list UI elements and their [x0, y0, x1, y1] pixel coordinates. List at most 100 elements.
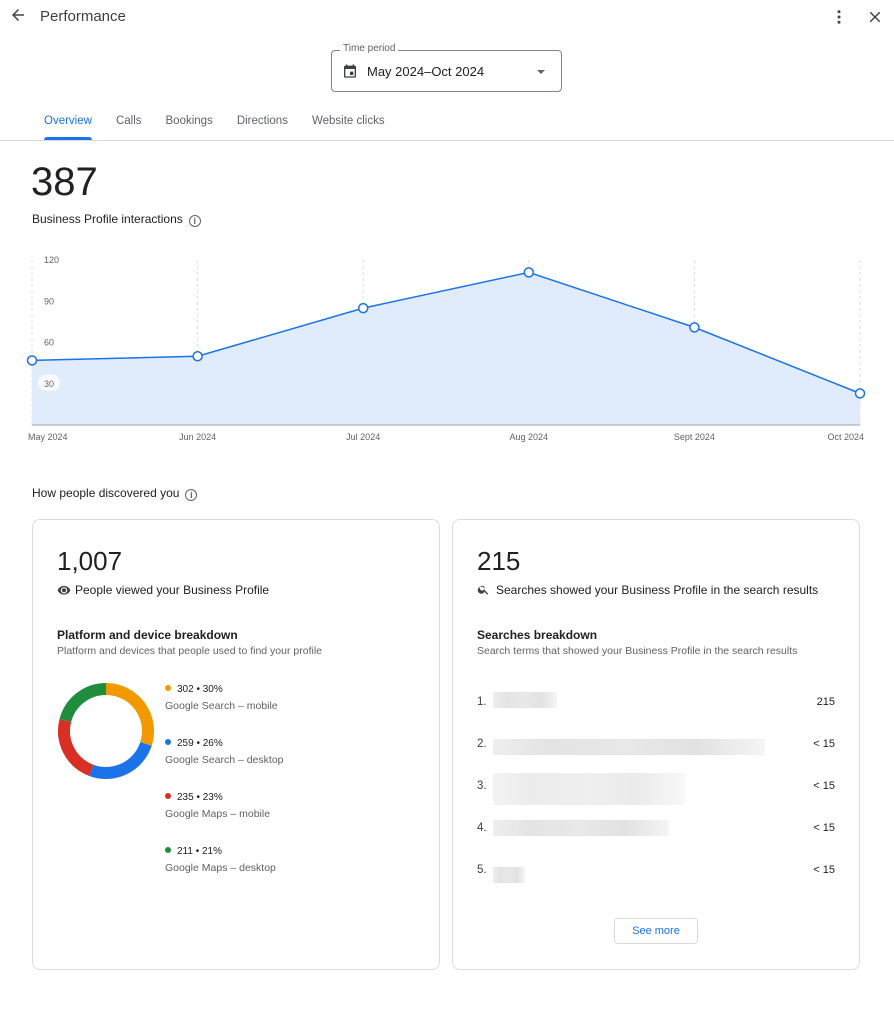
y-tick-label: 120 — [44, 255, 59, 265]
count: < 15 — [813, 738, 835, 750]
donut-segment — [58, 718, 94, 776]
info-icon[interactable]: i — [188, 215, 201, 227]
views-label: People viewed your Business Profile — [57, 583, 269, 597]
interactions-chart: May 2024 Jun 2024 Jul 2024 Aug 2024 Sept 202… — [26, 255, 866, 442]
legend-stat: 302 • 30% — [177, 684, 223, 695]
tab-calls[interactable]: Calls — [115, 115, 142, 127]
discovery-title: How people discovered you — [32, 486, 180, 500]
tab-directions[interactable]: Directions — [236, 115, 288, 127]
legend-stat: 259 • 26% — [177, 738, 223, 749]
time-period-value: May 2024–Oct 2024 — [367, 64, 485, 79]
legend-name: Google Search – mobile — [165, 700, 278, 712]
rank: 4. — [477, 822, 487, 834]
search-term-row: 2. < 15 — [477, 738, 835, 755]
legend-name: Google Search – desktop — [165, 754, 284, 766]
donut-segment — [89, 741, 152, 779]
count: < 15 — [813, 864, 835, 876]
y-tick-label: 30 — [44, 379, 54, 389]
time-period-label: Time period — [340, 43, 399, 54]
redacted-term — [493, 867, 525, 883]
more-vert-icon — [837, 10, 841, 24]
searches-breakdown-title: Searches breakdown — [477, 628, 598, 642]
legend-item: 211 • 21% Google Maps – desktop — [165, 846, 276, 874]
x-tick-label: Sept 2024 — [674, 432, 715, 442]
rank: 5. — [477, 864, 487, 876]
search-icon — [477, 585, 489, 595]
data-point — [854, 388, 866, 399]
x-tick-label: Aug 2024 — [510, 432, 549, 442]
close-icon — [869, 11, 881, 23]
count: 215 — [816, 696, 835, 708]
searches-label-text: Searches showed your Business Profile in… — [496, 583, 819, 597]
x-tick-label: May 2024 — [28, 432, 68, 442]
legend-item: 302 • 30% Google Search – mobile — [165, 684, 278, 712]
back-button[interactable] — [9, 6, 27, 29]
y-tick-label: 90 — [44, 296, 54, 306]
legend-name: Google Maps – desktop — [165, 862, 276, 874]
rank: 2. — [477, 738, 487, 750]
search-term-row: 5. < 15 — [477, 864, 835, 883]
data-point — [192, 351, 203, 362]
legend-dot — [165, 847, 171, 853]
tab-divider — [0, 140, 894, 141]
legend-stat: 235 • 23% — [177, 792, 223, 803]
redacted-term — [493, 739, 765, 755]
legend-item: 259 • 26% Google Search – desktop — [165, 738, 284, 766]
x-tick-label: Jun 2024 — [179, 432, 216, 442]
searches-label: Searches showed your Business Profile in… — [477, 583, 818, 597]
data-point — [689, 322, 700, 333]
interactions-label: Business Profile interactions — [32, 212, 183, 226]
info-icon[interactable]: i — [185, 489, 198, 501]
legend-dot — [165, 793, 171, 799]
searches-total: 215 — [477, 546, 521, 576]
tab-website-clicks[interactable]: Website clicks — [311, 115, 385, 127]
calendar-icon — [344, 64, 356, 78]
breakdown-title: Platform and device breakdown — [57, 628, 238, 642]
data-point — [26, 355, 38, 366]
interactions-total: 387 — [31, 160, 98, 204]
donut-segment — [105, 683, 154, 746]
area-fill — [32, 272, 860, 425]
views-total: 1,007 — [57, 546, 123, 576]
breakdown-subtitle: Platform and devices that people used to… — [57, 645, 322, 657]
see-more-button[interactable]: See more — [614, 918, 698, 944]
search-term-row: 4. < 15 — [477, 820, 835, 836]
legend-stat: 211 • 21% — [177, 846, 223, 857]
views-card: 1,007 People viewed your Business Profil… — [32, 519, 440, 970]
page-title: Performance — [40, 8, 126, 25]
count: < 15 — [813, 822, 835, 834]
x-tick-label: Jul 2024 — [346, 432, 380, 442]
eye-icon — [57, 585, 71, 595]
views-label-text: People viewed your Business Profile — [75, 583, 270, 597]
searches-breakdown-subtitle: Search terms that showed your Business P… — [477, 645, 798, 657]
redacted-term — [493, 692, 557, 708]
legend-dot — [165, 739, 171, 745]
search-term-row: 3. < 15 — [477, 773, 835, 805]
dropdown-arrow-icon — [537, 70, 545, 74]
legend-item: 235 • 23% Google Maps – mobile — [165, 792, 270, 820]
data-point — [523, 267, 535, 278]
tab-bookings[interactable]: Bookings — [165, 115, 213, 127]
platform-donut-chart — [58, 683, 154, 779]
rank: 1. — [477, 696, 487, 708]
count: < 15 — [813, 780, 835, 792]
time-period-select[interactable]: Time period May 2024–Oct 2024 — [331, 43, 562, 92]
legend-name: Google Maps – mobile — [165, 808, 271, 820]
redacted-term — [493, 820, 669, 836]
y-tick-label: 60 — [44, 338, 54, 348]
y-tick-bg — [38, 374, 60, 391]
redacted-term — [493, 773, 685, 805]
close-button[interactable] — [866, 8, 884, 31]
data-point — [357, 302, 369, 314]
tab-overview[interactable]: Overview — [32, 104, 104, 140]
legend-dot — [165, 685, 171, 691]
donut-segment — [59, 683, 107, 723]
searches-card: 215 Searches showed your Business Profil… — [452, 519, 860, 970]
more-options-button[interactable] — [830, 8, 848, 31]
rank: 3. — [477, 780, 487, 792]
tab-bar: Overview Calls Bookings Directions Websi… — [32, 104, 397, 140]
arrow-back-icon — [12, 9, 24, 21]
x-tick-label: Oct 2024 — [827, 432, 864, 442]
series-line — [31, 271, 861, 395]
search-term-row: 1. 215 — [477, 692, 835, 708]
